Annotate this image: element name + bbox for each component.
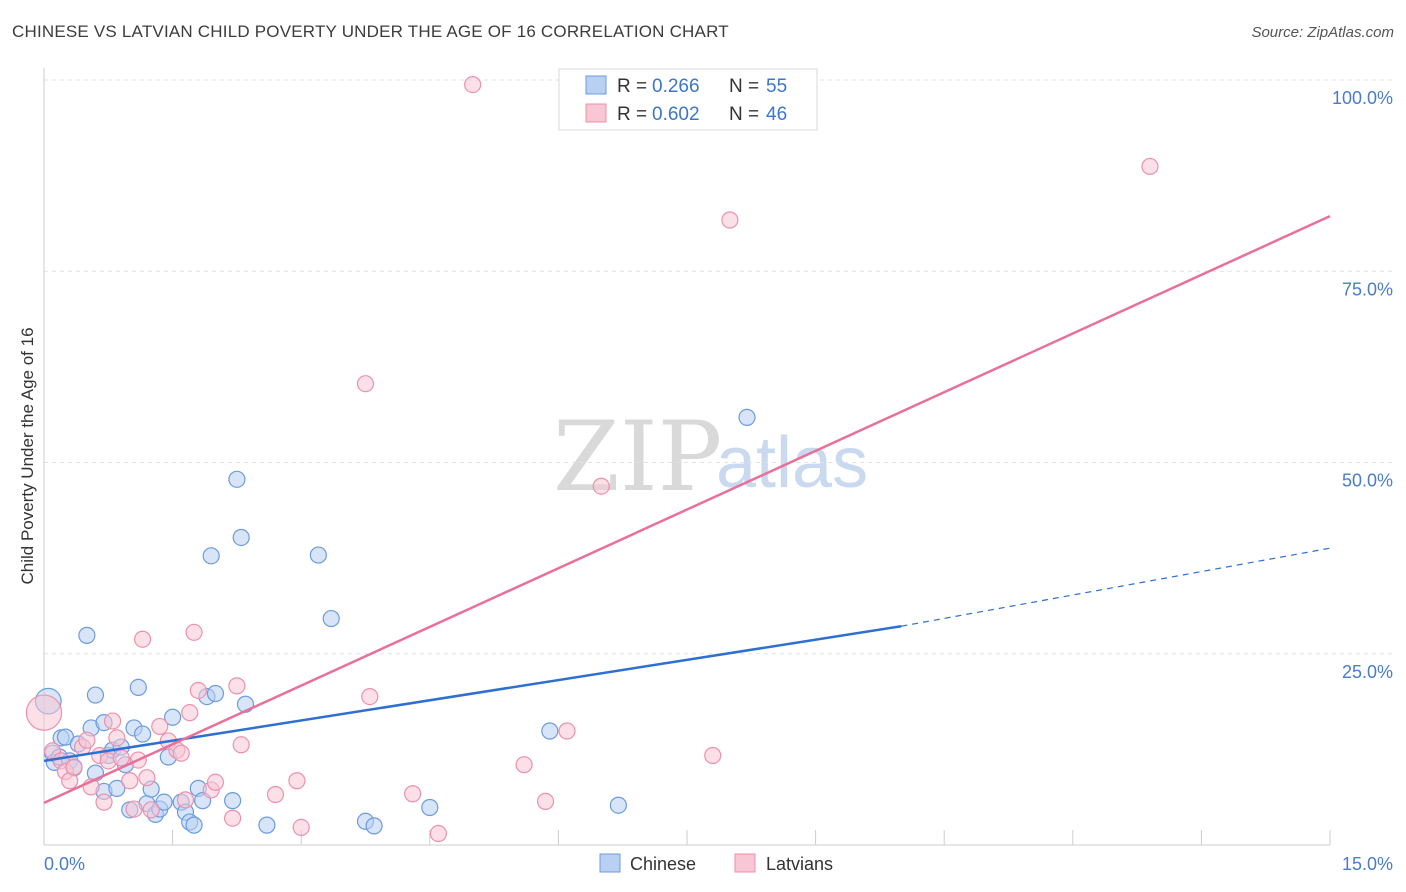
latvian-point xyxy=(232,736,250,754)
legend-r-value-latvian: 0.602 xyxy=(652,104,700,125)
chinese-point xyxy=(224,792,242,810)
latvian-trend-line xyxy=(43,215,1331,805)
latvian-point xyxy=(189,681,207,700)
chinese-trend-line xyxy=(43,624,902,763)
bottom-legend: Chinese Latvians xyxy=(599,853,833,874)
watermark: ZIP atlas xyxy=(553,401,868,513)
latvian-point xyxy=(112,749,130,767)
chinese-point xyxy=(541,722,559,740)
legend-swatch-latvian xyxy=(585,103,607,123)
chinese-point xyxy=(365,817,383,835)
bottom-legend-label-chinese: Chinese xyxy=(630,854,696,874)
chinese-point xyxy=(185,816,203,834)
latvian-point xyxy=(78,731,96,749)
latvian-points xyxy=(25,75,1159,843)
chinese-point xyxy=(206,684,225,703)
latvian-point xyxy=(1141,157,1159,176)
x-tick-labels: 0.0% 15.0% xyxy=(44,854,1393,874)
chinese-point xyxy=(129,678,147,697)
y-tick-label: 50.0% xyxy=(1342,471,1393,491)
latvian-point xyxy=(592,477,610,495)
latvian-point xyxy=(151,717,169,736)
bottom-legend-swatch-chinese xyxy=(599,853,621,873)
chinese-point xyxy=(86,686,105,704)
chinese-point xyxy=(164,708,182,726)
legend-n-value-latvian: 46 xyxy=(766,104,787,125)
chinese-point xyxy=(232,528,250,547)
top-legend: R = 0.266 N = 55 R = 0.602 N = 46 xyxy=(558,68,818,131)
latvian-point xyxy=(288,772,306,790)
latvian-point xyxy=(108,729,126,747)
latvian-point xyxy=(103,712,122,730)
x-tick-label-max: 15.0% xyxy=(1342,854,1393,874)
latvian-point xyxy=(704,746,722,765)
x-tick-marks xyxy=(172,830,1331,845)
chinese-point xyxy=(421,798,439,817)
latvian-point xyxy=(138,769,156,787)
latvian-point xyxy=(125,800,143,818)
y-axis-label: Child Poverty Under the Age of 16 xyxy=(18,327,37,584)
latvian-point xyxy=(536,792,555,810)
latvian-point xyxy=(464,75,482,94)
trend-lines xyxy=(43,215,1331,805)
latvian-point xyxy=(172,744,190,762)
legend-r-value-chinese: 0.266 xyxy=(652,76,700,97)
chinese-point xyxy=(228,470,246,488)
latvian-point xyxy=(185,623,203,641)
latvian-point xyxy=(206,773,225,791)
latvian-point xyxy=(558,722,576,740)
chinese-trend-extension xyxy=(901,547,1331,627)
chinese-point xyxy=(738,408,756,426)
chinese-point xyxy=(108,779,126,797)
bottom-legend-label-latvian: Latvians xyxy=(766,854,833,874)
chart-source: Source: ZipAtlas.com xyxy=(1251,24,1394,41)
y-tick-labels: 25.0% 50.0% 75.0% 100.0% xyxy=(1332,88,1393,682)
latvian-point xyxy=(224,809,242,827)
latvian-point xyxy=(95,793,113,811)
watermark-zip: ZIP xyxy=(553,401,722,513)
y-tick-label: 100.0% xyxy=(1332,88,1393,108)
chinese-point xyxy=(309,546,327,564)
chinese-point xyxy=(155,793,173,811)
y-tick-label: 25.0% xyxy=(1342,662,1393,682)
chinese-point xyxy=(322,609,340,628)
legend-n-label-chinese: N = xyxy=(729,76,759,97)
latvian-point xyxy=(65,758,83,776)
legend-n-value-chinese: 55 xyxy=(766,76,787,97)
chinese-point xyxy=(258,816,276,834)
latvian-point xyxy=(356,375,375,393)
latvian-point xyxy=(292,818,310,837)
chinese-point xyxy=(609,796,628,814)
latvian-point xyxy=(266,785,285,804)
latvian-point xyxy=(181,704,199,722)
legend-r-label-latvian: R = xyxy=(617,104,647,125)
x-tick-label-min: 0.0% xyxy=(44,854,85,874)
chinese-point xyxy=(202,547,220,565)
chinese-point xyxy=(133,725,152,743)
latvian-point xyxy=(429,824,447,843)
latvian-point xyxy=(25,694,63,731)
latvian-point xyxy=(721,211,739,229)
latvian-point xyxy=(515,756,533,774)
latvian-point xyxy=(404,785,422,803)
latvian-point xyxy=(133,630,152,648)
latvian-point xyxy=(142,801,160,819)
latvian-point xyxy=(121,772,139,790)
legend-n-label-latvian: N = xyxy=(729,104,759,125)
legend-r-label-chinese: R = xyxy=(617,76,647,97)
chart-title: CHINESE VS LATVIAN CHILD POVERTY UNDER T… xyxy=(12,22,729,41)
latvian-point xyxy=(361,687,379,706)
grid-lines xyxy=(44,79,1393,655)
chinese-point xyxy=(78,626,96,644)
bottom-legend-swatch-latvian xyxy=(734,853,756,873)
latvian-point xyxy=(228,677,246,695)
y-tick-label: 75.0% xyxy=(1342,279,1393,299)
latvian-point xyxy=(176,791,195,809)
legend-swatch-chinese xyxy=(585,75,607,95)
